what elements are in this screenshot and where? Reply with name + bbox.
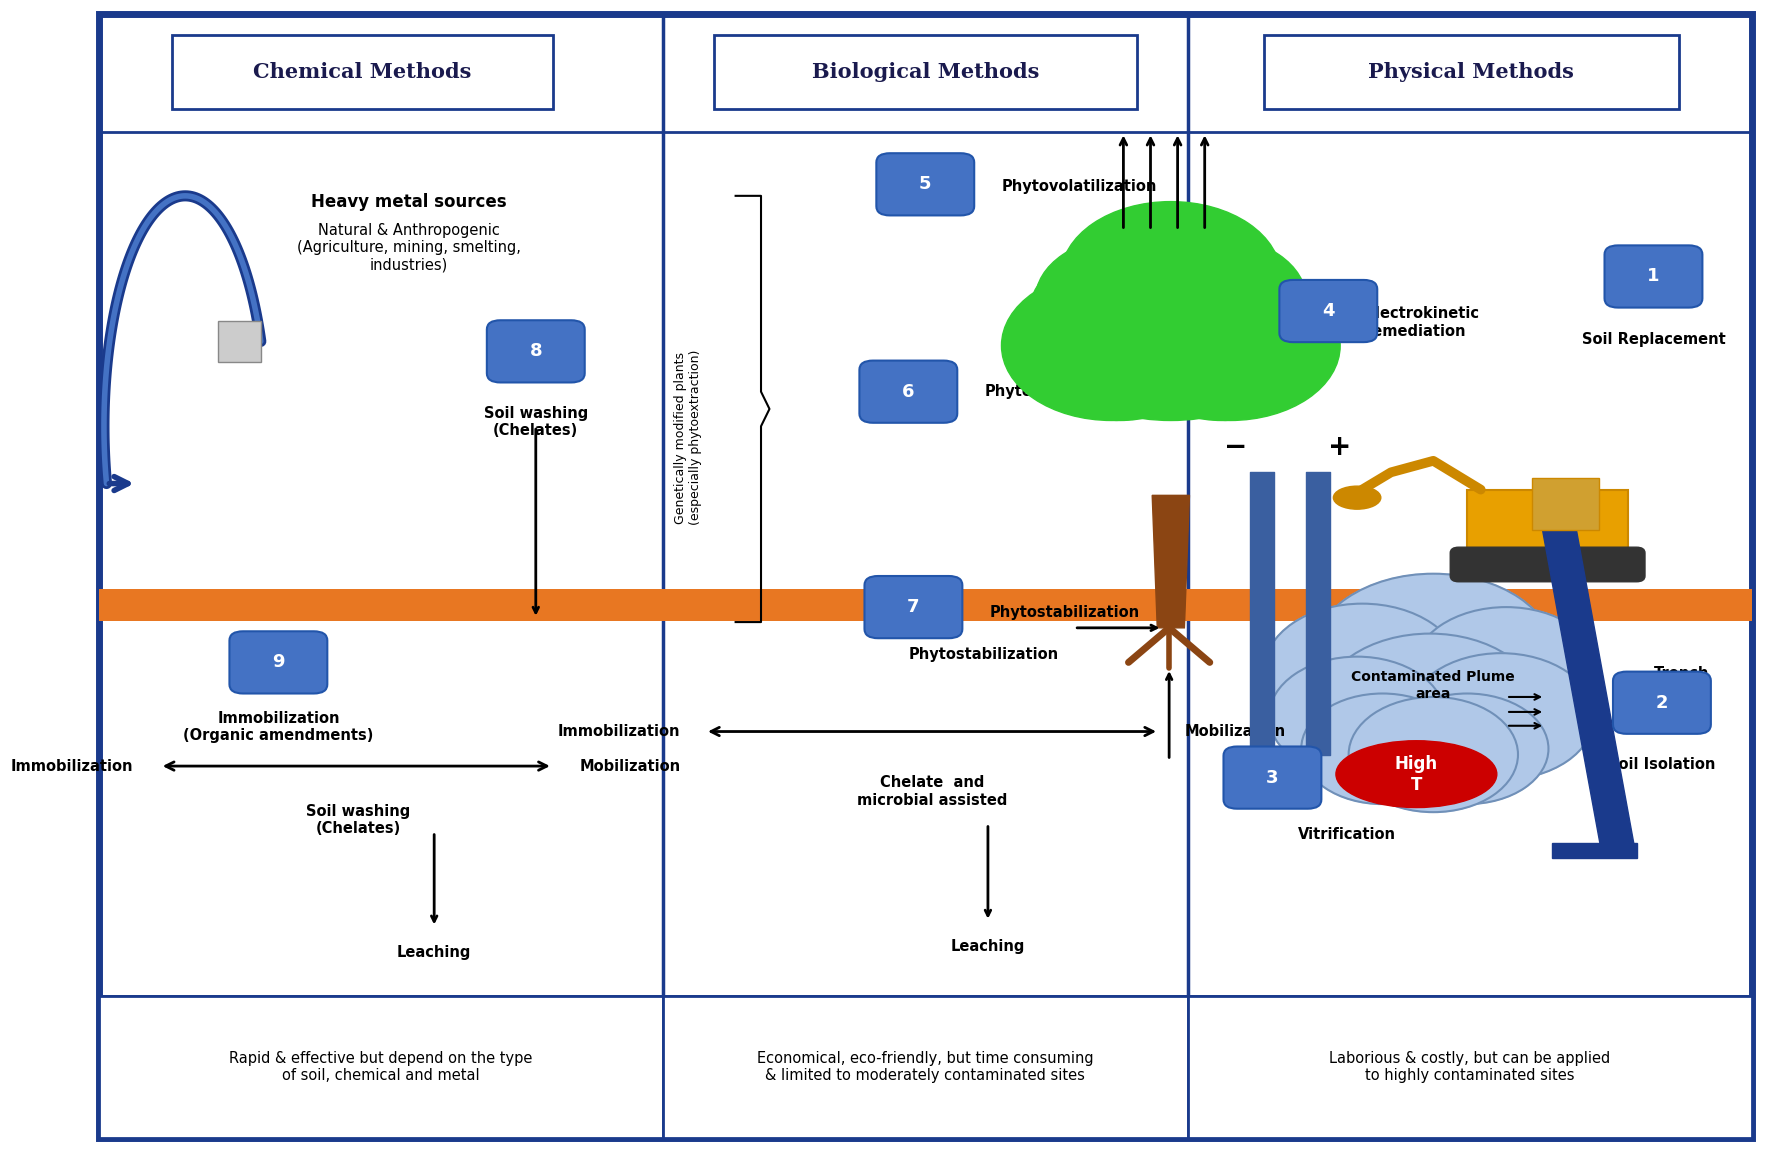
Text: Immobilization: Immobilization [556, 723, 680, 740]
FancyBboxPatch shape [99, 14, 1753, 1138]
Text: Natural & Anthropogenic
(Agriculture, mining, smelting,
industries): Natural & Anthropogenic (Agriculture, mi… [298, 222, 521, 273]
FancyBboxPatch shape [1467, 490, 1628, 564]
Text: 1: 1 [1648, 267, 1660, 286]
Circle shape [1348, 697, 1519, 812]
Text: Phytostabilization: Phytostabilization [989, 605, 1139, 621]
Text: Biological Methods: Biological Methods [812, 62, 1038, 82]
Circle shape [1263, 604, 1460, 737]
FancyBboxPatch shape [1279, 280, 1377, 342]
Text: 2: 2 [1655, 694, 1667, 712]
Circle shape [1311, 574, 1556, 740]
FancyBboxPatch shape [1263, 35, 1678, 109]
Polygon shape [1152, 495, 1189, 628]
Text: Immobilization: Immobilization [11, 758, 133, 774]
FancyBboxPatch shape [1613, 672, 1712, 734]
Text: Phytoextraction: Phytoextraction [985, 384, 1118, 400]
Text: 8: 8 [530, 342, 542, 361]
FancyBboxPatch shape [487, 320, 585, 382]
Text: Soil washing
(Chelates): Soil washing (Chelates) [307, 804, 409, 836]
Text: Economical, eco-friendly, but time consuming
& limited to moderately contaminate: Economical, eco-friendly, but time consu… [757, 1051, 1093, 1083]
Circle shape [1120, 271, 1340, 420]
Circle shape [1028, 225, 1315, 420]
FancyBboxPatch shape [1223, 746, 1322, 809]
Text: 6: 6 [902, 382, 914, 401]
FancyBboxPatch shape [99, 589, 1753, 621]
Circle shape [1412, 607, 1600, 734]
Text: Trench: Trench [1653, 666, 1708, 682]
Circle shape [1120, 236, 1306, 363]
Text: Chelate  and
microbial assisted: Chelate and microbial assisted [858, 775, 1006, 808]
FancyBboxPatch shape [865, 576, 962, 638]
Polygon shape [1538, 507, 1637, 858]
Text: 9: 9 [273, 653, 285, 672]
Text: Leaching: Leaching [397, 945, 471, 960]
Text: Immobilization
(Organic amendments): Immobilization (Organic amendments) [183, 711, 374, 743]
Circle shape [1409, 653, 1595, 780]
FancyBboxPatch shape [859, 361, 957, 423]
FancyBboxPatch shape [1449, 547, 1644, 582]
Text: High
T: High T [1395, 755, 1437, 794]
Text: Rapid & effective but depend on the type
of soil, chemical and metal: Rapid & effective but depend on the type… [229, 1051, 533, 1083]
Text: Genetically modified plants
(especially phytoextraction): Genetically modified plants (especially … [673, 350, 702, 525]
Text: Phytostabilization: Phytostabilization [909, 647, 1058, 662]
FancyBboxPatch shape [172, 35, 553, 109]
Text: Phytovolatilization: Phytovolatilization [1001, 179, 1157, 195]
Circle shape [1386, 694, 1549, 804]
Circle shape [1269, 657, 1446, 776]
Text: 3: 3 [1267, 768, 1279, 787]
Circle shape [1035, 305, 1205, 420]
Text: Vitrification: Vitrification [1297, 827, 1396, 842]
Text: Laborious & costly, but can be applied
to highly contaminated sites: Laborious & costly, but can be applied t… [1329, 1051, 1611, 1083]
Circle shape [1320, 634, 1540, 783]
Circle shape [1138, 305, 1306, 420]
Text: Leaching: Leaching [952, 939, 1026, 954]
Text: +: + [1329, 433, 1352, 461]
Ellipse shape [1336, 741, 1497, 808]
Text: Mobilization: Mobilization [1184, 723, 1285, 740]
FancyBboxPatch shape [218, 320, 260, 362]
Text: 5: 5 [920, 175, 932, 194]
FancyBboxPatch shape [877, 153, 975, 215]
Ellipse shape [1333, 486, 1380, 509]
Polygon shape [1552, 843, 1637, 858]
Text: Soil Isolation: Soil Isolation [1609, 757, 1715, 772]
Circle shape [1001, 271, 1221, 420]
Text: 4: 4 [1322, 302, 1334, 320]
Text: Chemical Methods: Chemical Methods [253, 62, 471, 82]
Text: Physical Methods: Physical Methods [1368, 62, 1574, 82]
Text: Heavy metal sources: Heavy metal sources [310, 192, 507, 211]
FancyBboxPatch shape [99, 996, 663, 1138]
Circle shape [1061, 202, 1281, 351]
Text: Mobilization: Mobilization [579, 758, 680, 774]
FancyBboxPatch shape [663, 996, 1187, 1138]
FancyBboxPatch shape [714, 35, 1138, 109]
FancyBboxPatch shape [1187, 996, 1753, 1138]
Text: Contaminated Plume
area: Contaminated Plume area [1352, 670, 1515, 700]
FancyBboxPatch shape [1531, 478, 1600, 530]
Text: Electrokinetic
remediation: Electrokinetic remediation [1366, 306, 1480, 339]
Text: Soil Replacement: Soil Replacement [1582, 332, 1726, 347]
Circle shape [1035, 236, 1221, 363]
FancyBboxPatch shape [1604, 245, 1703, 308]
Circle shape [1301, 694, 1464, 804]
FancyBboxPatch shape [229, 631, 328, 694]
Text: Soil washing
(Chelates): Soil washing (Chelates) [484, 406, 588, 438]
Text: 7: 7 [907, 598, 920, 616]
Text: −: − [1223, 433, 1247, 461]
